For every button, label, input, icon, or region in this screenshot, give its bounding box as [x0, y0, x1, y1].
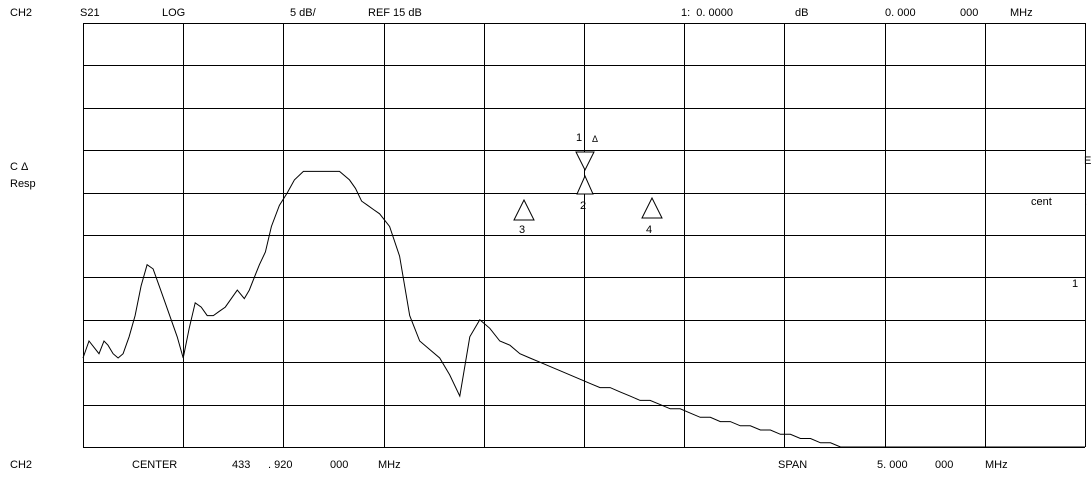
footer-center-unit: MHz: [378, 459, 401, 471]
marker-3-label: 3: [519, 224, 525, 236]
header-marker-freq: 0. 000: [885, 7, 916, 19]
header-scale: 5 dB/: [290, 7, 316, 19]
footer-center-val2: . 920: [268, 459, 293, 471]
footer-span-val1: 5. 000: [877, 459, 908, 471]
footer-span-label: SPAN: [778, 459, 808, 471]
header-marker-readout: 1: 0. 0000: [681, 7, 733, 19]
side-edge-e: E: [1084, 155, 1091, 167]
footer-center-val3: 000: [330, 459, 349, 471]
plot-grid: [83, 23, 1086, 448]
header-param: S21: [80, 7, 100, 19]
s21-trace: [82, 170, 1085, 448]
marker-4[interactable]: 4: [641, 196, 663, 236]
side-edge-one: 1: [1072, 278, 1079, 290]
marker-3-triangle: [513, 198, 535, 221]
marker-2-label: 2: [580, 200, 586, 212]
footer-span-unit: MHz: [985, 459, 1008, 471]
marker-1-triangle: [575, 151, 595, 172]
marker-2-triangle: [576, 174, 594, 195]
header-marker-freq2: 000: [960, 7, 979, 19]
header-channel: CH2: [10, 7, 33, 19]
footer-center-label: CENTER: [132, 459, 178, 471]
header-format: LOG: [162, 7, 186, 19]
footer-span-val2: 000: [935, 459, 954, 471]
marker-1-delta: Δ: [592, 134, 598, 144]
header-marker-unit: dB: [795, 7, 809, 19]
marker-3[interactable]: 3: [513, 198, 535, 236]
header-ref: REF 15 dB: [368, 7, 422, 19]
side-resp: Resp: [10, 178, 36, 190]
side-cent: cent: [1031, 196, 1052, 208]
marker-1[interactable]: 1 Δ: [575, 132, 598, 172]
marker-2[interactable]: 2: [576, 174, 594, 212]
marker-4-label: 4: [646, 224, 652, 236]
marker-1-label: 1: [576, 132, 582, 144]
footer-center-val1: 433: [232, 459, 251, 471]
marker-4-triangle: [641, 196, 663, 219]
side-c-delta: C Δ: [10, 161, 29, 173]
header-marker-freq-unit: MHz: [1010, 7, 1033, 19]
footer-channel: CH2: [10, 459, 33, 471]
